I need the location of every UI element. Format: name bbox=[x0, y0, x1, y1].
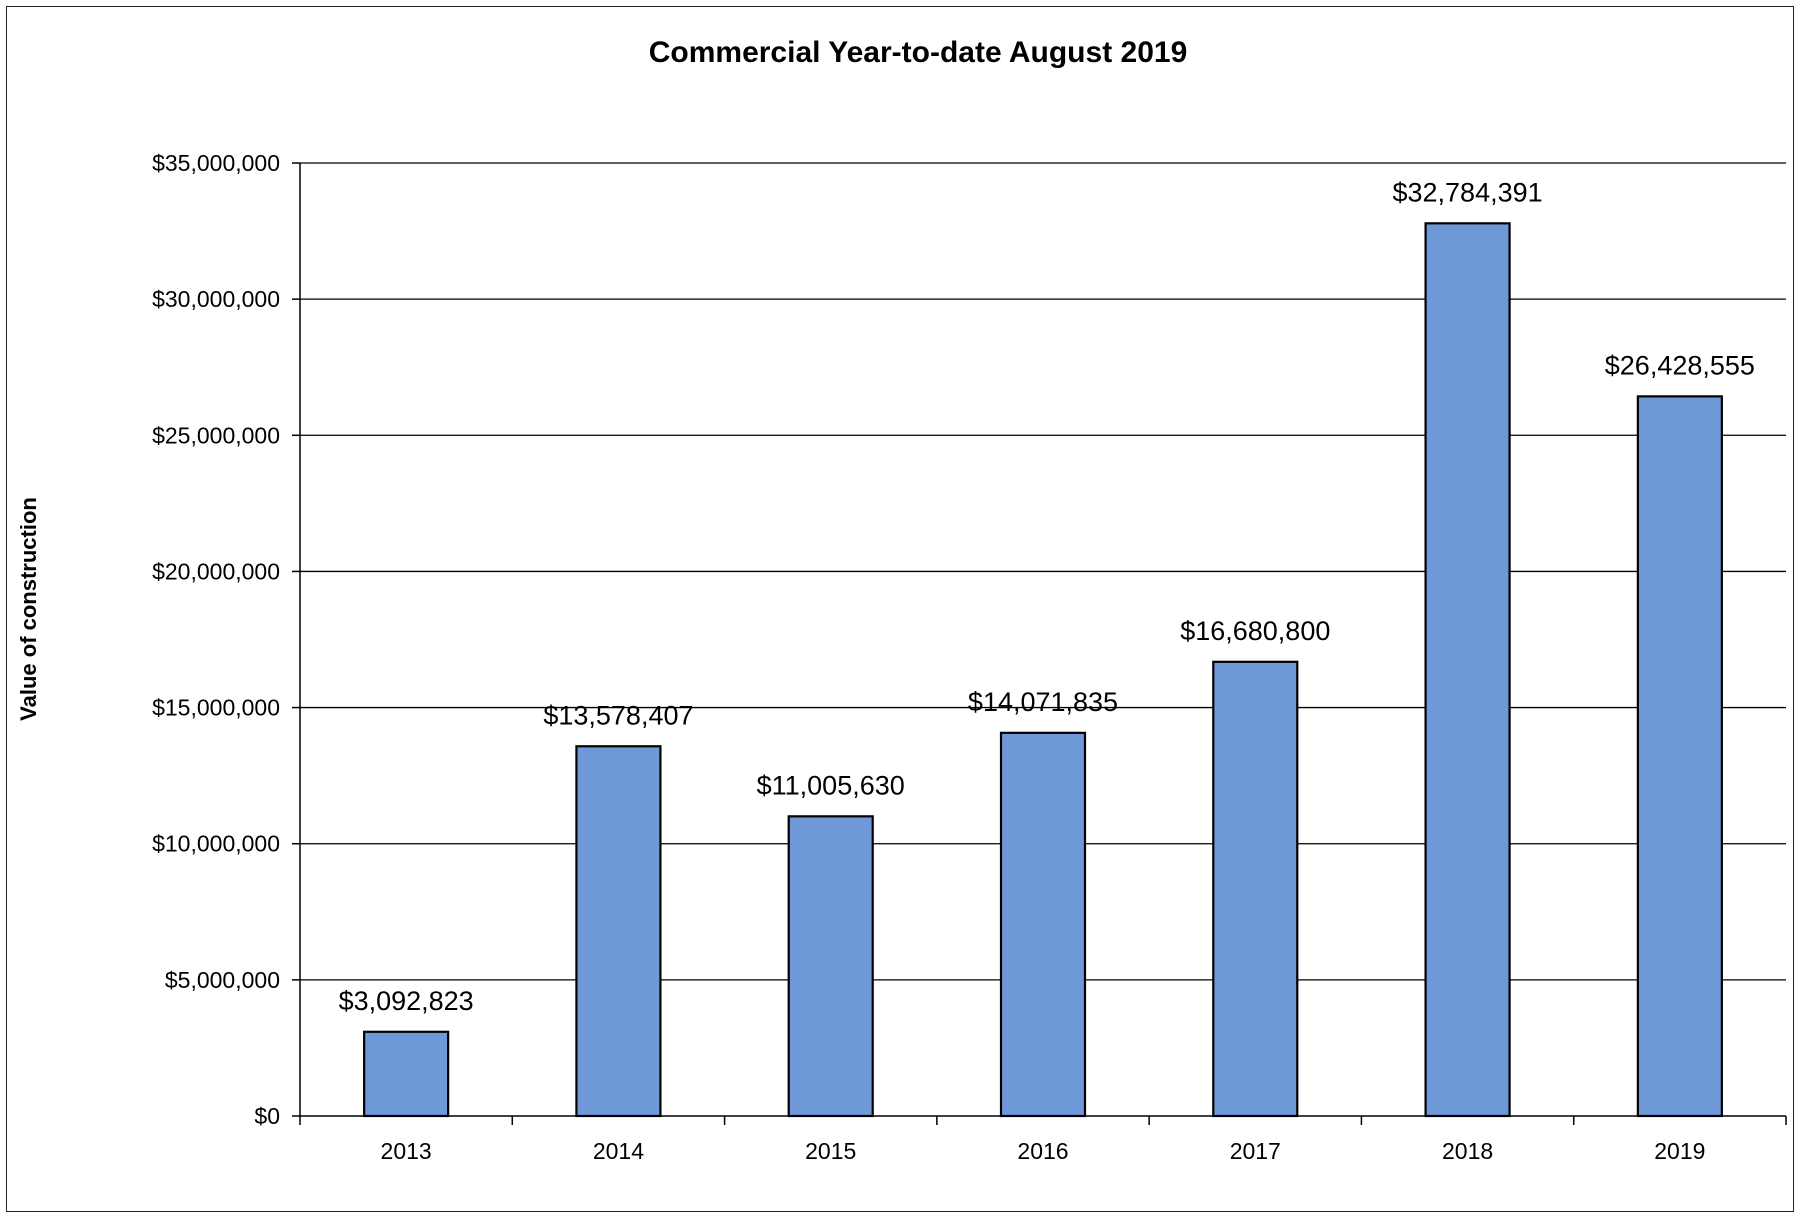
y-tick-label: $30,000,000 bbox=[152, 286, 280, 312]
bar bbox=[363, 1030, 450, 1118]
x-tick-label: 2018 bbox=[1442, 1138, 1493, 1164]
data-label: $11,005,630 bbox=[757, 770, 905, 800]
x-tick-label: 2014 bbox=[593, 1138, 644, 1164]
x-tick-label: 2013 bbox=[381, 1138, 432, 1164]
y-tick-label: $10,000,000 bbox=[152, 831, 280, 857]
bar bbox=[575, 745, 662, 1118]
bar bbox=[1424, 222, 1511, 1118]
data-label: $3,092,823 bbox=[339, 986, 474, 1016]
bar bbox=[999, 731, 1087, 1118]
y-axis-label: Value of construction bbox=[16, 497, 41, 721]
y-tick-label: $25,000,000 bbox=[152, 422, 280, 448]
data-label: $26,428,555 bbox=[1605, 350, 1755, 380]
y-tick-label: $15,000,000 bbox=[152, 695, 280, 721]
plot-area: $0 $5,000,000 $10,000,000 $15,000,000 $20,00… bbox=[152, 150, 1787, 1164]
y-tick-label: $0 bbox=[254, 1103, 280, 1129]
bar bbox=[1212, 660, 1299, 1118]
y-tick-label: $20,000,000 bbox=[152, 558, 280, 584]
x-tick-label: 2019 bbox=[1654, 1138, 1705, 1164]
x-tick-label: 2015 bbox=[805, 1138, 856, 1164]
data-label: $16,680,800 bbox=[1180, 616, 1330, 646]
chart-title: Commercial Year-to-date August 2019 bbox=[649, 36, 1188, 69]
x-tick-label: 2016 bbox=[1017, 1138, 1068, 1164]
chart-frame bbox=[6, 6, 1794, 1212]
y-tick-label: $5,000,000 bbox=[165, 967, 280, 993]
x-tick-label: 2017 bbox=[1230, 1138, 1281, 1164]
data-label: $14,071,835 bbox=[968, 687, 1118, 717]
y-tick-label: $35,000,000 bbox=[152, 150, 280, 176]
data-label: $13,578,407 bbox=[543, 700, 693, 730]
data-label: $32,784,391 bbox=[1392, 177, 1542, 207]
bar bbox=[1636, 395, 1723, 1118]
bar bbox=[787, 815, 874, 1118]
